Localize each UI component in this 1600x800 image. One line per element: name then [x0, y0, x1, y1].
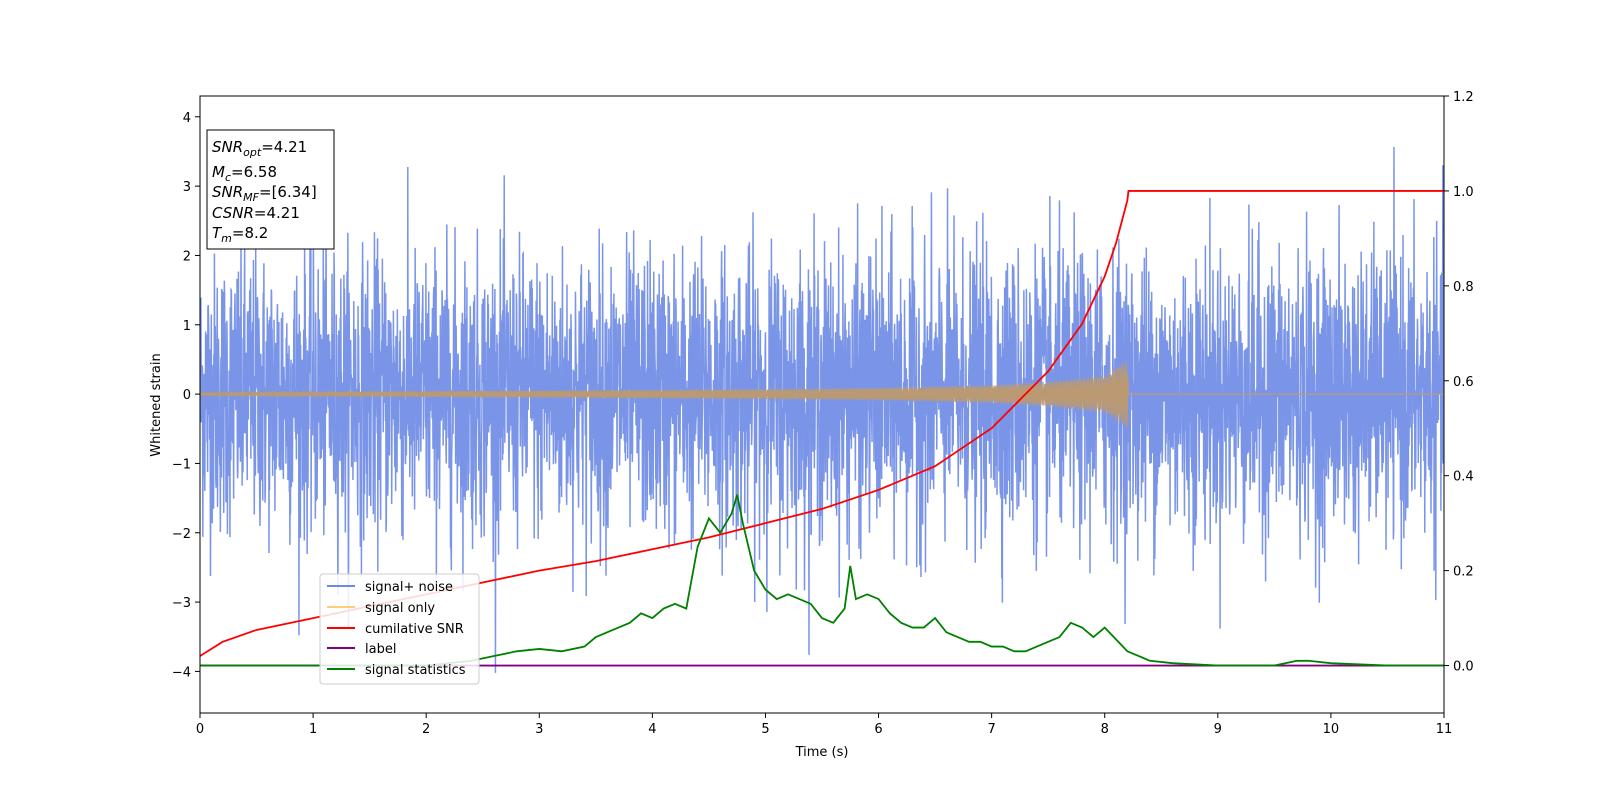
y2-tick-label: 0.0 [1453, 660, 1474, 675]
x-tick-label: 10 [1323, 722, 1340, 737]
y-tick-label: −4 [172, 665, 191, 680]
legend-label-signal-only: signal only [365, 601, 435, 616]
y-axis-left: −4 −3 −2 −1 0 1 2 3 4 [172, 111, 200, 680]
csnr-text: CSNR=4.21 [212, 204, 300, 222]
x-tick-label: 9 [1214, 722, 1222, 737]
y-axis-right: 0.0 0.2 0.4 0.6 0.8 1.0 1.2 [1444, 90, 1474, 675]
legend: signal+ noise signal only cumilative SNR… [319, 573, 480, 685]
x-tick-label: 0 [196, 722, 204, 737]
info-box: SNRopt=4.21 Mc=6.58 SNRMF=[6.34] CSNR=4.… [206, 129, 335, 250]
y-tick-label: 1 [183, 319, 191, 334]
snr-mf-text: SNRMF=[6.34] [212, 183, 317, 204]
y-tick-label: −2 [172, 527, 191, 542]
y2-tick-label: 0.4 [1453, 470, 1474, 485]
y-tick-label: 0 [183, 388, 191, 403]
x-tick-label: 3 [535, 722, 543, 737]
x-tick-label: 4 [648, 722, 656, 737]
y-tick-label: 3 [183, 180, 191, 195]
y-tick-label: −3 [172, 596, 191, 611]
plot-frame [199, 95, 1445, 714]
x-axis: 0 1 2 3 4 5 6 7 8 9 10 11 [196, 713, 1452, 737]
y-tick-label: 4 [183, 111, 191, 126]
legend-label-cumulative-snr: cumilative SNR [365, 622, 464, 637]
y2-tick-label: 0.2 [1453, 565, 1474, 580]
legend-label-signal-noise: signal+ noise [365, 580, 453, 595]
y2-tick-label: 0.6 [1453, 375, 1474, 390]
x-axis-label: Time (s) [795, 745, 849, 760]
legend-label-label: label [365, 642, 396, 657]
series-signal-statistics-line [200, 494, 1444, 667]
x-tick-label: 11 [1436, 722, 1453, 737]
y2-tick-label: 0.8 [1453, 280, 1474, 295]
tm-text: Tm=8.2 [212, 224, 268, 245]
x-tick-label: 6 [874, 722, 882, 737]
legend-label-signal-statistics: signal statistics [365, 663, 466, 678]
series-signal-only-line [200, 360, 1444, 427]
x-tick-label: 5 [761, 722, 769, 737]
snr-opt-text: SNRopt=4.21 [212, 138, 307, 159]
x-tick-label: 8 [1101, 722, 1109, 737]
y-axis-label: Whitened strain [149, 353, 164, 456]
y-tick-label: −1 [172, 457, 191, 472]
y-tick-label: 2 [183, 249, 191, 264]
mc-text: Mc=6.58 [212, 163, 277, 184]
y2-tick-label: 1.2 [1453, 90, 1474, 105]
x-tick-label: 1 [309, 722, 317, 737]
x-tick-label: 7 [987, 722, 995, 737]
y2-tick-label: 1.0 [1453, 185, 1474, 200]
x-tick-label: 2 [422, 722, 430, 737]
